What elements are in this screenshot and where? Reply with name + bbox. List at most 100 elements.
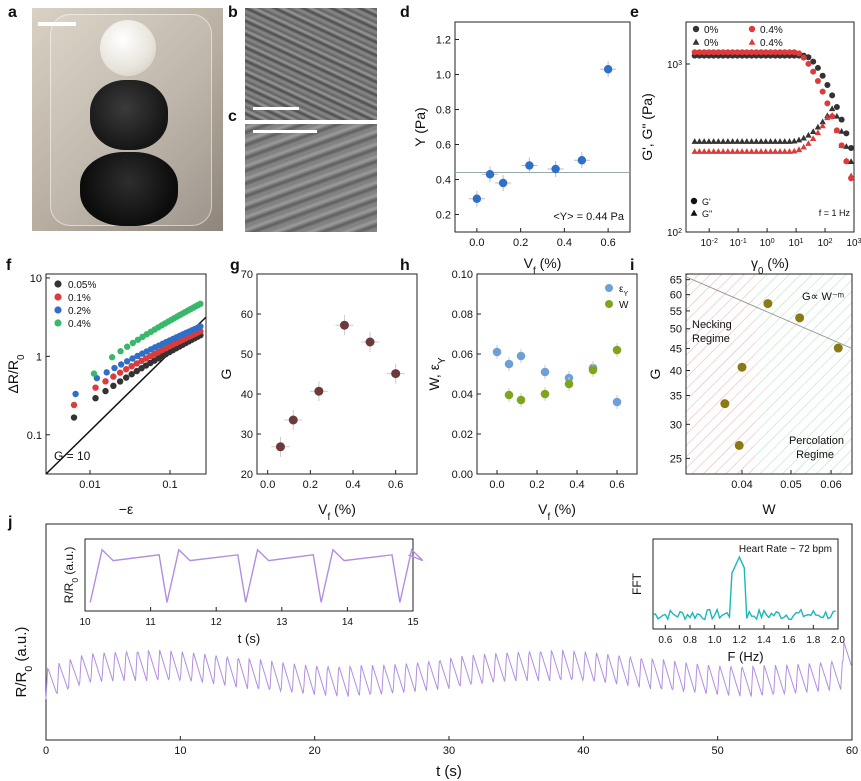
chart-d-ytick-label: 1.0 xyxy=(436,70,451,82)
chart-i-xtick-label: 0.06 xyxy=(820,479,841,491)
chart-e-point xyxy=(691,148,698,154)
chart-e-legend-label: G' xyxy=(702,197,711,207)
chart-f-point xyxy=(93,374,101,382)
chart-e-point xyxy=(753,148,760,154)
chart-e-legend-marker xyxy=(692,25,700,33)
chart-f-legend-label: 0.4% xyxy=(68,319,91,330)
chart-e-point xyxy=(772,49,779,56)
chart-e-point xyxy=(800,143,807,150)
black-disc-1 xyxy=(90,80,168,150)
chart-j-xlabel: t (s) xyxy=(436,763,462,780)
chart-e-point xyxy=(843,157,850,164)
chart-j-xtick-label: 30 xyxy=(443,745,455,757)
chart-f-point xyxy=(110,382,117,390)
chart-f-point xyxy=(197,300,204,308)
chart-e-xlabel: γ0 (%) xyxy=(751,255,789,277)
chart-i-region-label: Regime xyxy=(692,333,730,345)
panel-label-b: b xyxy=(228,4,238,21)
chart-e-point xyxy=(734,148,741,154)
chart-e-legend-marker xyxy=(690,209,698,216)
chart-f-legend-marker xyxy=(54,319,62,327)
chart-e-legend-marker xyxy=(748,38,756,45)
chart-e-point xyxy=(691,138,698,144)
chart-e-point xyxy=(791,49,798,56)
chart-e-point xyxy=(715,49,722,56)
chart-f-point xyxy=(70,414,78,421)
chart-j-ylabel: R/R0 (a.u.) xyxy=(13,627,35,698)
chart-e-point xyxy=(753,49,760,56)
chart-e-point xyxy=(781,49,788,56)
chart-i-region-percolation xyxy=(755,274,852,474)
chart-i-point xyxy=(763,299,773,309)
sem-scale-bar xyxy=(253,107,299,110)
chart-f-point xyxy=(70,401,78,409)
chart-e-legend-marker xyxy=(748,25,756,33)
chart-f-legend-label: 0.1% xyxy=(68,293,91,304)
chart-e-point xyxy=(833,104,840,111)
chart-h-point xyxy=(612,345,622,355)
chart-h-xlabel: Vf (%) xyxy=(538,501,576,523)
chart-d-point xyxy=(603,65,613,74)
chart-e-point xyxy=(795,50,802,57)
chart-j-inset-left-frame xyxy=(84,538,414,612)
chart-h-ytick-label: 0.04 xyxy=(452,389,473,401)
chart-h-ylabel: W, εY xyxy=(426,357,448,390)
sem-scale-bar xyxy=(253,130,317,133)
chart-e-legend-label: 0.4% xyxy=(760,25,783,36)
chart-h-legend-marker xyxy=(605,284,613,292)
chart-h-ytick-label: 0.00 xyxy=(452,469,473,481)
chart-j-inset-right-xtick-label: 0.8 xyxy=(683,635,697,646)
chart-h-point xyxy=(504,390,514,400)
chart-e-legend-label: 0.4% xyxy=(760,38,783,49)
chart-h-xtick-label: 0.2 xyxy=(529,479,544,491)
chart-e-point xyxy=(776,148,784,154)
chart-j-inset-right-xtick-label: 1.0 xyxy=(708,635,722,646)
chart-h-frame xyxy=(476,273,638,475)
chart-e-point xyxy=(847,158,855,164)
chart-f-ytick-label: 1 xyxy=(36,351,42,363)
chart-f-point xyxy=(92,394,99,402)
chart-h-legend-label: εY xyxy=(619,284,628,298)
chart-e-ylabel: G', G" (Pa) xyxy=(639,93,655,161)
chart-f-frame xyxy=(45,273,207,475)
panel-label-i: i xyxy=(630,257,635,274)
chart-e-point xyxy=(814,129,822,136)
chart-e-point xyxy=(848,145,855,151)
chart-e-point xyxy=(710,138,717,144)
chart-e-point xyxy=(753,138,760,144)
chart-j-xtick-label: 60 xyxy=(846,745,858,757)
panel-label-a: a xyxy=(8,4,17,21)
chart-e-point xyxy=(805,140,812,146)
chart-e-point xyxy=(824,81,831,88)
chart-g-xtick-label: 0.0 xyxy=(260,479,275,491)
chart-d-frame xyxy=(454,21,631,233)
chart-e-point xyxy=(700,138,708,144)
chart-h-point xyxy=(516,351,526,361)
chart-i-region-label: Necking xyxy=(692,319,732,331)
chart-e-legend-label: 0% xyxy=(704,25,719,36)
chart-j-inset-right-xtick-label: 1.6 xyxy=(782,635,796,646)
chart-e-legend-label: G" xyxy=(702,209,712,219)
chart-j-xtick-label: 0 xyxy=(43,745,49,757)
chart-e-point xyxy=(701,49,708,56)
chart-f-point xyxy=(122,366,130,373)
chart-f-ytick-label: 10 xyxy=(30,273,42,285)
chart-e-point xyxy=(729,49,736,56)
chart-e-point xyxy=(833,112,841,119)
panel-label-f: f xyxy=(6,257,12,274)
chart-f-point xyxy=(122,374,130,381)
chart-h-point xyxy=(492,347,502,357)
chart-e-point xyxy=(829,92,836,99)
chart-d-ytick-label: 1.2 xyxy=(436,35,451,47)
chart-e-point xyxy=(767,138,774,144)
chart-d-point xyxy=(551,164,560,174)
chart-e-point xyxy=(819,118,826,125)
chart-f-legend-marker xyxy=(54,280,62,288)
chart-e-point xyxy=(800,54,807,61)
chart-d-ytick-label: 0.6 xyxy=(436,140,451,152)
chart-d-point xyxy=(498,178,508,188)
chart-e-point xyxy=(762,138,769,144)
chart-h-xtick-label: 0.4 xyxy=(569,479,584,491)
chart-i-xlabel: W xyxy=(762,501,776,517)
chart-i-point xyxy=(833,343,843,353)
